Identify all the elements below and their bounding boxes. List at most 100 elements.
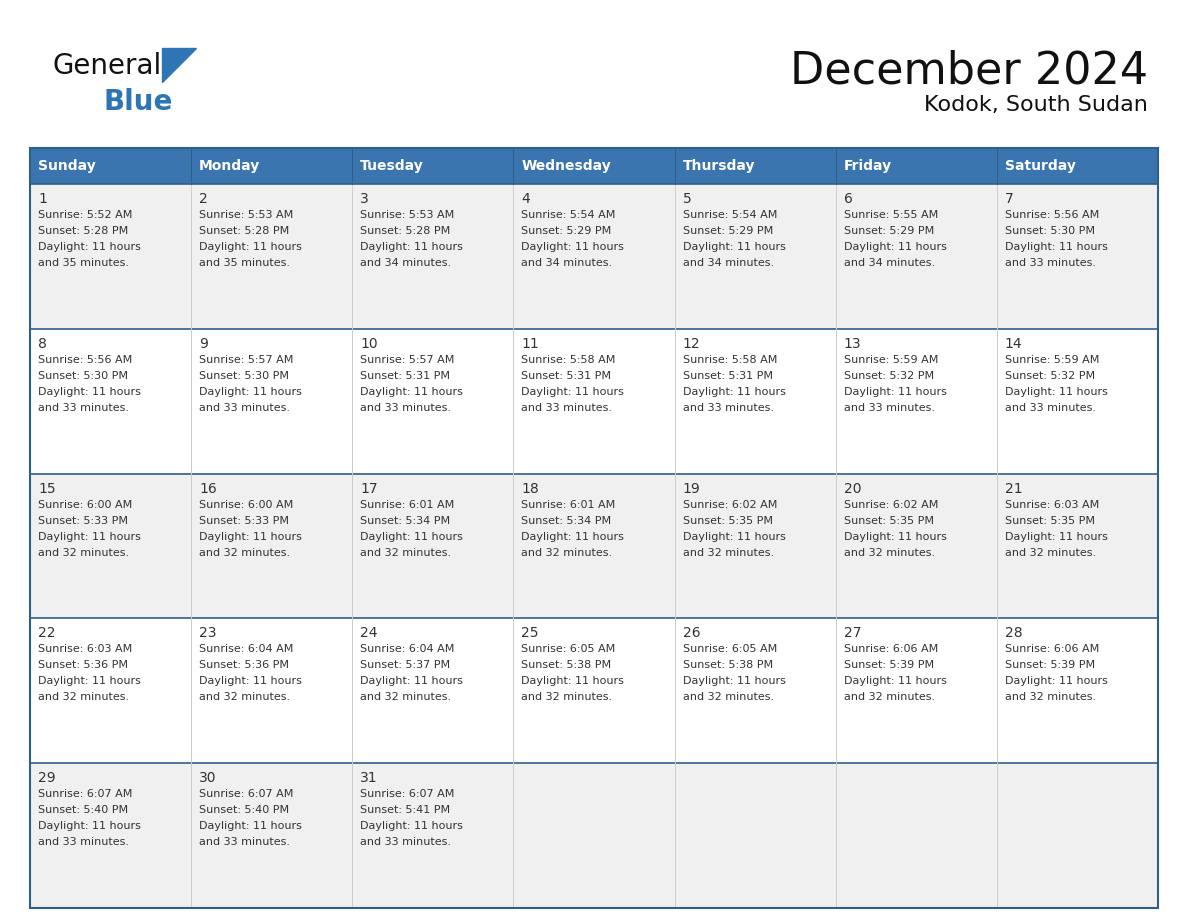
Text: Daylight: 11 hours: Daylight: 11 hours xyxy=(360,532,463,542)
Text: 17: 17 xyxy=(360,482,378,496)
Text: Sunset: 5:37 PM: Sunset: 5:37 PM xyxy=(360,660,450,670)
Text: Sunset: 5:36 PM: Sunset: 5:36 PM xyxy=(200,660,289,670)
Text: 15: 15 xyxy=(38,482,56,496)
Text: Monday: Monday xyxy=(200,159,260,173)
Text: Sunrise: 6:01 AM: Sunrise: 6:01 AM xyxy=(360,499,455,509)
Bar xyxy=(30,474,191,619)
Bar xyxy=(513,474,675,619)
Bar xyxy=(353,619,513,763)
Text: 9: 9 xyxy=(200,337,208,351)
Bar xyxy=(513,763,675,908)
Text: 12: 12 xyxy=(683,337,700,351)
Text: Sunrise: 6:04 AM: Sunrise: 6:04 AM xyxy=(360,644,455,655)
Text: Sunset: 5:40 PM: Sunset: 5:40 PM xyxy=(38,805,128,815)
Bar xyxy=(675,329,835,474)
Text: Sunset: 5:32 PM: Sunset: 5:32 PM xyxy=(843,371,934,381)
Text: Sunset: 5:29 PM: Sunset: 5:29 PM xyxy=(843,226,934,236)
Text: 11: 11 xyxy=(522,337,539,351)
Bar xyxy=(997,148,1158,184)
Text: and 32 minutes.: and 32 minutes. xyxy=(683,548,773,557)
Text: Daylight: 11 hours: Daylight: 11 hours xyxy=(38,532,141,542)
Text: and 32 minutes.: and 32 minutes. xyxy=(843,548,935,557)
Polygon shape xyxy=(162,48,196,82)
Text: and 34 minutes.: and 34 minutes. xyxy=(843,258,935,268)
Text: Sunset: 5:31 PM: Sunset: 5:31 PM xyxy=(683,371,772,381)
Text: Sunset: 5:29 PM: Sunset: 5:29 PM xyxy=(683,226,773,236)
Bar xyxy=(191,148,353,184)
Text: Sunrise: 6:00 AM: Sunrise: 6:00 AM xyxy=(200,499,293,509)
Text: Sunset: 5:34 PM: Sunset: 5:34 PM xyxy=(522,516,612,526)
Text: 30: 30 xyxy=(200,771,216,785)
Text: Sunrise: 6:02 AM: Sunrise: 6:02 AM xyxy=(843,499,939,509)
Text: Daylight: 11 hours: Daylight: 11 hours xyxy=(1005,532,1107,542)
Text: Daylight: 11 hours: Daylight: 11 hours xyxy=(843,677,947,687)
Text: Daylight: 11 hours: Daylight: 11 hours xyxy=(38,242,141,252)
Text: Daylight: 11 hours: Daylight: 11 hours xyxy=(683,677,785,687)
Text: Sunset: 5:33 PM: Sunset: 5:33 PM xyxy=(38,516,128,526)
Text: Sunset: 5:31 PM: Sunset: 5:31 PM xyxy=(360,371,450,381)
Text: 26: 26 xyxy=(683,626,700,641)
Bar xyxy=(997,184,1158,329)
Text: Daylight: 11 hours: Daylight: 11 hours xyxy=(683,532,785,542)
Bar xyxy=(30,763,191,908)
Bar xyxy=(191,184,353,329)
Bar xyxy=(835,619,997,763)
Text: Daylight: 11 hours: Daylight: 11 hours xyxy=(360,677,463,687)
Text: Daylight: 11 hours: Daylight: 11 hours xyxy=(360,386,463,397)
Text: Sunset: 5:34 PM: Sunset: 5:34 PM xyxy=(360,516,450,526)
Text: Sunrise: 6:03 AM: Sunrise: 6:03 AM xyxy=(1005,499,1099,509)
Bar xyxy=(513,329,675,474)
Text: Sunset: 5:28 PM: Sunset: 5:28 PM xyxy=(360,226,450,236)
Text: Sunset: 5:28 PM: Sunset: 5:28 PM xyxy=(200,226,290,236)
Text: 7: 7 xyxy=(1005,192,1013,206)
Text: Sunrise: 5:59 AM: Sunrise: 5:59 AM xyxy=(843,354,939,364)
Text: Daylight: 11 hours: Daylight: 11 hours xyxy=(38,386,141,397)
Bar xyxy=(353,184,513,329)
Text: 2: 2 xyxy=(200,192,208,206)
Text: Sunset: 5:38 PM: Sunset: 5:38 PM xyxy=(683,660,772,670)
Text: Daylight: 11 hours: Daylight: 11 hours xyxy=(1005,242,1107,252)
Text: Daylight: 11 hours: Daylight: 11 hours xyxy=(1005,386,1107,397)
Text: Sunrise: 6:06 AM: Sunrise: 6:06 AM xyxy=(843,644,939,655)
Text: 20: 20 xyxy=(843,482,861,496)
Text: 8: 8 xyxy=(38,337,46,351)
Text: Daylight: 11 hours: Daylight: 11 hours xyxy=(200,242,302,252)
Text: Sunrise: 5:54 AM: Sunrise: 5:54 AM xyxy=(522,210,615,220)
Text: Wednesday: Wednesday xyxy=(522,159,611,173)
Text: Sunset: 5:41 PM: Sunset: 5:41 PM xyxy=(360,805,450,815)
Bar xyxy=(353,763,513,908)
Bar xyxy=(997,329,1158,474)
Text: Daylight: 11 hours: Daylight: 11 hours xyxy=(1005,677,1107,687)
Text: and 35 minutes.: and 35 minutes. xyxy=(200,258,290,268)
Text: Daylight: 11 hours: Daylight: 11 hours xyxy=(843,532,947,542)
Text: and 34 minutes.: and 34 minutes. xyxy=(522,258,613,268)
Text: Sunset: 5:40 PM: Sunset: 5:40 PM xyxy=(200,805,289,815)
Text: Saturday: Saturday xyxy=(1005,159,1075,173)
Text: Sunrise: 6:01 AM: Sunrise: 6:01 AM xyxy=(522,499,615,509)
Text: and 33 minutes.: and 33 minutes. xyxy=(843,403,935,413)
Bar xyxy=(30,619,191,763)
Text: Sunrise: 6:04 AM: Sunrise: 6:04 AM xyxy=(200,644,293,655)
Text: and 35 minutes.: and 35 minutes. xyxy=(38,258,129,268)
Text: Sunrise: 6:00 AM: Sunrise: 6:00 AM xyxy=(38,499,132,509)
Text: and 32 minutes.: and 32 minutes. xyxy=(1005,548,1097,557)
Text: 6: 6 xyxy=(843,192,853,206)
Text: Daylight: 11 hours: Daylight: 11 hours xyxy=(522,677,625,687)
Text: Daylight: 11 hours: Daylight: 11 hours xyxy=(522,242,625,252)
Text: Blue: Blue xyxy=(105,88,173,116)
Text: 24: 24 xyxy=(360,626,378,641)
Text: 14: 14 xyxy=(1005,337,1023,351)
Text: Daylight: 11 hours: Daylight: 11 hours xyxy=(522,386,625,397)
Text: 22: 22 xyxy=(38,626,56,641)
Text: 28: 28 xyxy=(1005,626,1023,641)
Text: December 2024: December 2024 xyxy=(790,50,1148,93)
Text: Sunset: 5:35 PM: Sunset: 5:35 PM xyxy=(683,516,772,526)
Text: Sunset: 5:35 PM: Sunset: 5:35 PM xyxy=(843,516,934,526)
Text: General: General xyxy=(52,52,162,80)
Text: and 32 minutes.: and 32 minutes. xyxy=(360,692,451,702)
Text: Tuesday: Tuesday xyxy=(360,159,424,173)
Bar xyxy=(191,619,353,763)
Text: Sunset: 5:38 PM: Sunset: 5:38 PM xyxy=(522,660,612,670)
Text: Daylight: 11 hours: Daylight: 11 hours xyxy=(843,242,947,252)
Text: and 32 minutes.: and 32 minutes. xyxy=(683,692,773,702)
